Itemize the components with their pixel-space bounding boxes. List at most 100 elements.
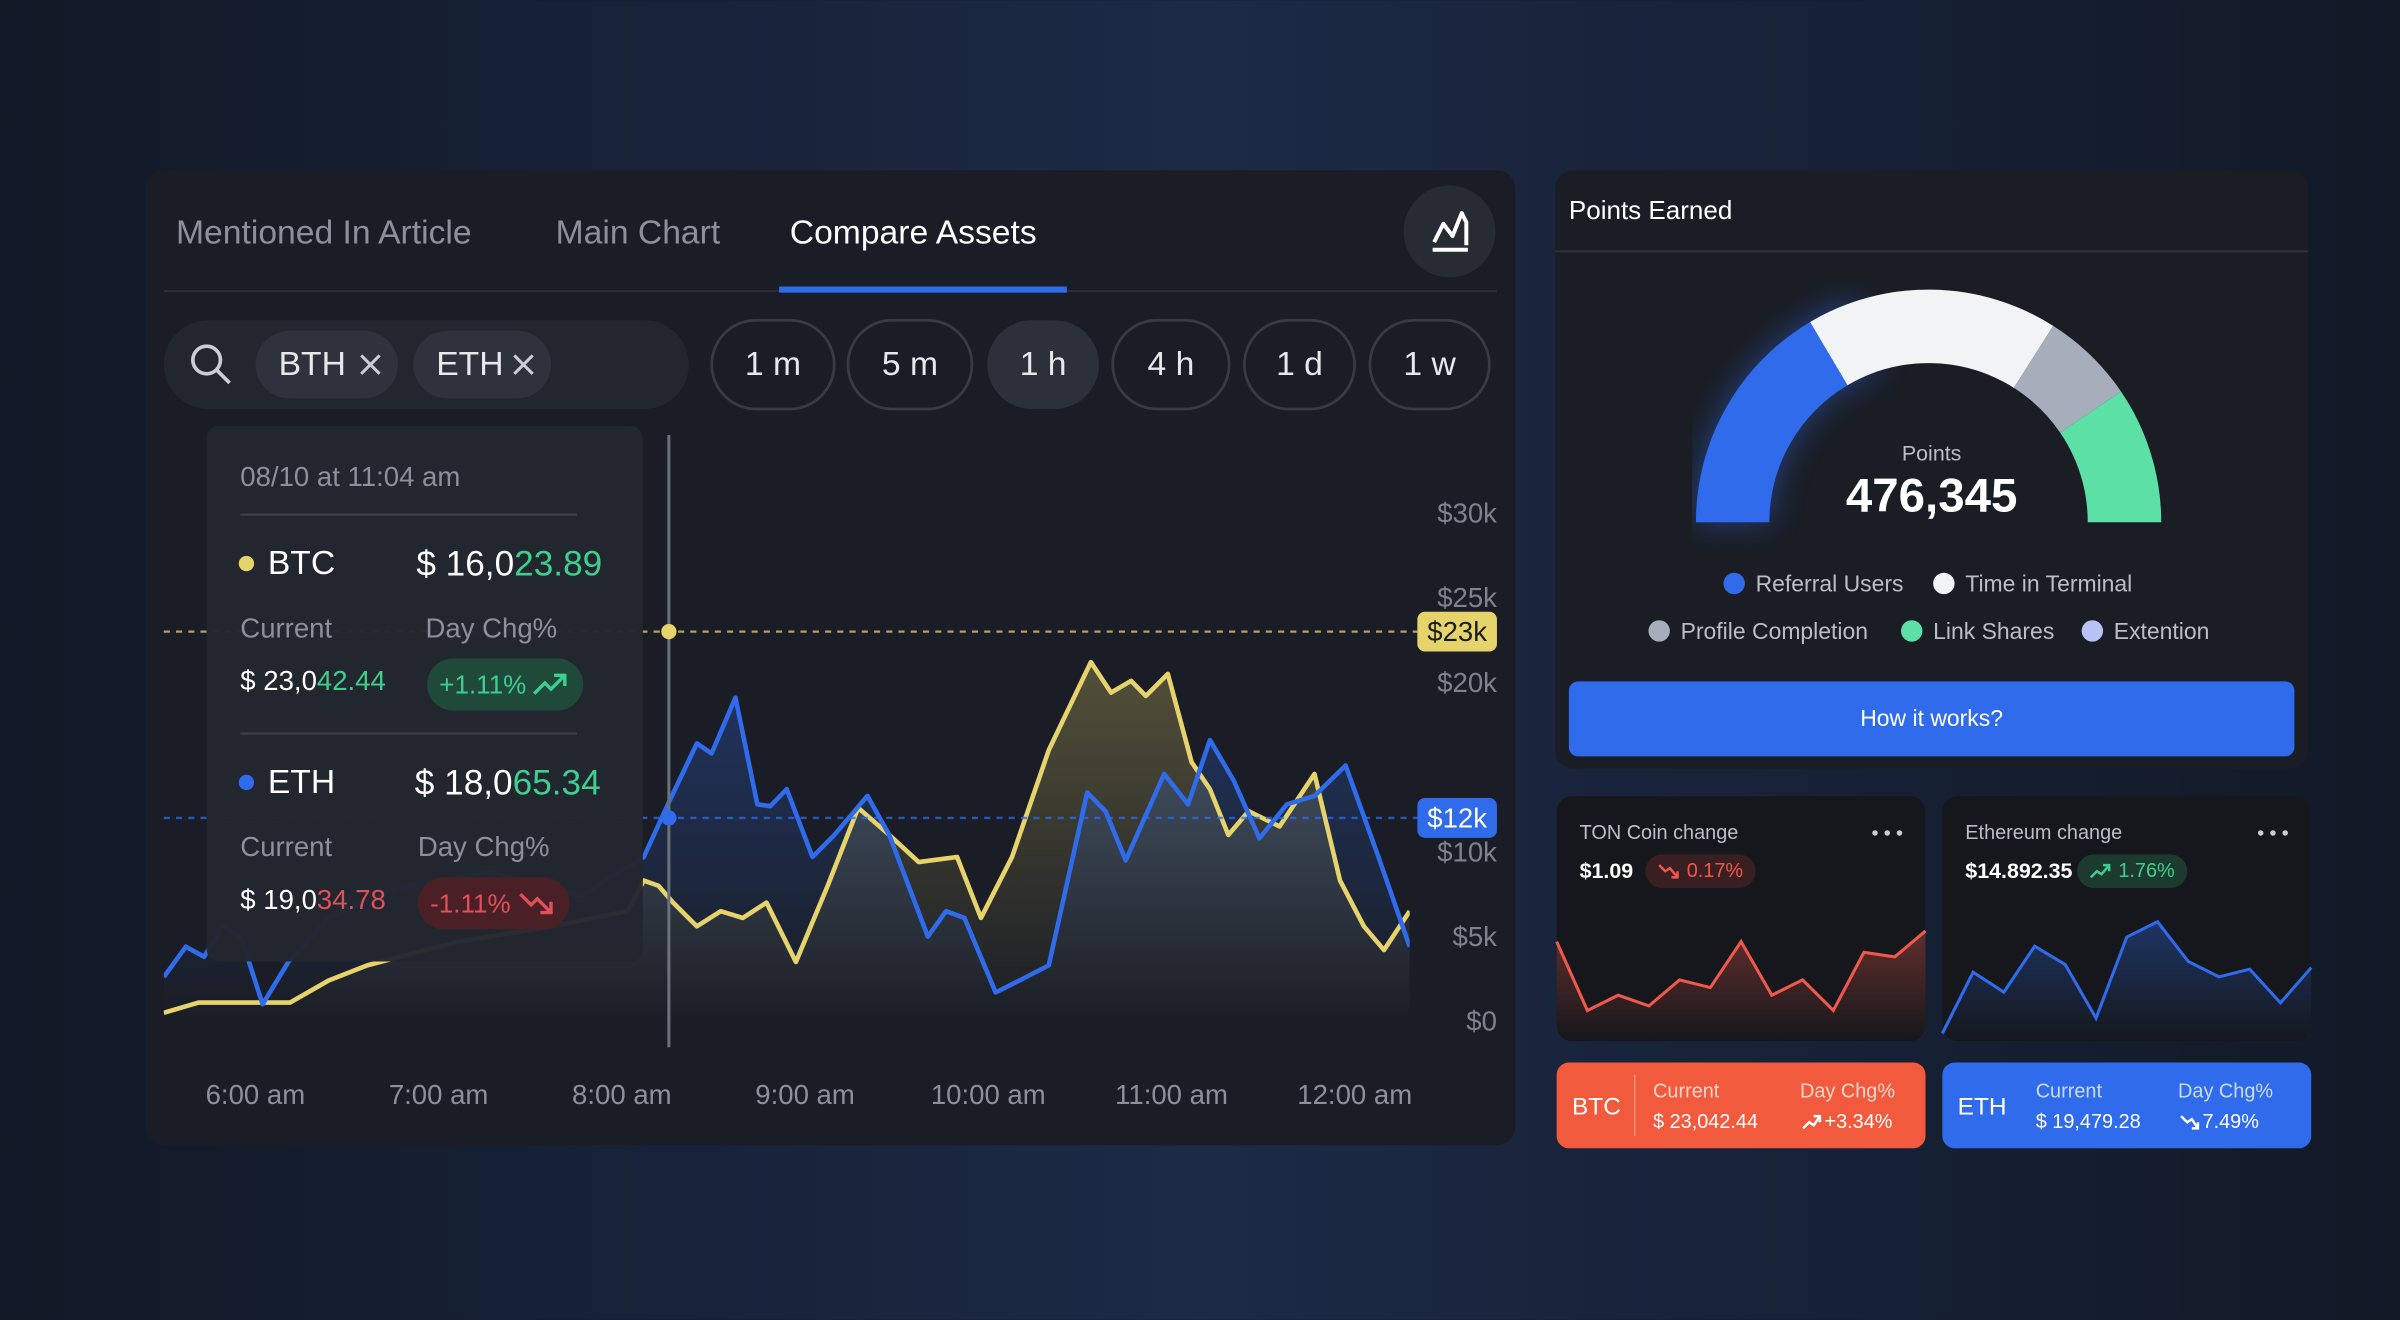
timeframe-label: 4 h xyxy=(1148,346,1195,383)
trend-arrow xyxy=(519,892,553,915)
hover-dot xyxy=(661,623,677,640)
timeframe-button[interactable]: 1 d xyxy=(1243,318,1356,411)
price-tag-bg xyxy=(1417,798,1497,838)
asset-price: $ 16,023.89 xyxy=(416,544,602,583)
change-label: Day Chg% xyxy=(1800,1081,1895,1103)
legend-label: Time in Terminal xyxy=(1965,570,2132,596)
timeframe-button[interactable]: 5 m xyxy=(846,318,974,411)
price-tag: $23k xyxy=(1427,616,1487,647)
y-tick-label: $0 xyxy=(1466,1006,1497,1037)
button-label: How it works? xyxy=(1860,705,2003,731)
active-tab-underline xyxy=(779,286,1067,293)
asset-card-bg xyxy=(1942,1062,2312,1149)
tooltip-bg xyxy=(206,425,643,962)
change-pill xyxy=(417,877,570,930)
sparkline-area xyxy=(1556,930,1926,1042)
more-dot[interactable] xyxy=(1872,830,1878,836)
gauge-segment xyxy=(1695,322,1849,524)
chip-close xyxy=(513,354,534,375)
asset-card[interactable]: BTC Current $ 23,042.44 Day Chg% +3.34% xyxy=(1556,1062,1926,1149)
legend-dot xyxy=(1901,620,1923,642)
timeframe-bg xyxy=(1368,318,1491,411)
asset-name: ETH xyxy=(268,764,335,801)
gauge-segment xyxy=(2013,325,2121,434)
change-value: -1.11% xyxy=(430,888,511,918)
current-value: $ 19,034.78 xyxy=(240,883,386,914)
timeframe-button[interactable]: 1 m xyxy=(710,318,836,411)
gauge-label: Points xyxy=(1902,441,1962,465)
trend-arrow xyxy=(2180,1115,2200,1130)
price-tag: $12k xyxy=(1427,802,1487,833)
change-label: Day Chg% xyxy=(418,831,550,862)
price-head: $ 18,0 xyxy=(415,763,513,802)
more-dot[interactable] xyxy=(2257,830,2264,836)
y-tick-label: $5k xyxy=(1453,921,1498,952)
chip-bg xyxy=(413,330,552,399)
trend-arrow xyxy=(1658,864,1679,879)
sparkline xyxy=(1940,919,2313,1035)
timeframe-label: 1 w xyxy=(1403,346,1456,383)
x-tick-label: 6:00 am xyxy=(206,1079,306,1110)
points-panel xyxy=(1555,170,2309,769)
timeframe-label: 1 h xyxy=(1020,346,1067,383)
price-tag-bg xyxy=(1417,611,1497,652)
asset-dot xyxy=(238,774,255,791)
change-pill xyxy=(1645,854,1756,889)
current-value: $ 23,042.44 xyxy=(240,664,386,695)
asset-symbol: BTC xyxy=(1572,1093,1621,1120)
current-head: $ 19,0 xyxy=(240,883,317,914)
chart-type-button[interactable] xyxy=(1403,185,1496,278)
trend-arrow xyxy=(532,673,567,695)
gauge-value: 476,345 xyxy=(1846,470,2017,523)
timeframe-button[interactable]: 4 h xyxy=(1111,318,1231,411)
timeframe-button[interactable]: 1 h xyxy=(987,320,1099,409)
price-tail: 23.89 xyxy=(514,544,602,583)
asset-dot xyxy=(238,555,255,572)
tab[interactable]: Compare Assets xyxy=(790,214,1037,251)
more-dot[interactable] xyxy=(2270,830,2276,836)
timeframe-label: 1 d xyxy=(1276,346,1323,383)
chip-label: BTH xyxy=(279,346,346,383)
current-value: $ 19,479.28 xyxy=(2036,1111,2141,1133)
how-it-works-button[interactable]: How it works? xyxy=(1568,681,2295,757)
asset-name: BTC xyxy=(268,545,335,582)
timeframe-button[interactable]: 1 w xyxy=(1368,318,1491,411)
legend-dot xyxy=(1723,572,1745,595)
y-tick-label: $10k xyxy=(1437,836,1497,867)
x-tick-label: 9:00 am xyxy=(755,1079,855,1110)
search-chip[interactable]: BTH xyxy=(255,330,398,399)
x-tick-label: 11:00 am xyxy=(1115,1079,1228,1110)
current-label: Current xyxy=(2036,1081,2103,1103)
price-head: $ 16,0 xyxy=(416,544,514,583)
change-value: +3.34% xyxy=(1824,1111,1892,1133)
sparkline-area xyxy=(1942,921,2312,1042)
tooltip-date: 08/10 at 11:04 am xyxy=(240,461,460,492)
current-head: $ 23,0 xyxy=(240,664,317,695)
x-tick-label: 7:00 am xyxy=(389,1079,489,1110)
change-value: 0.17% xyxy=(1687,860,1743,882)
hover-dot xyxy=(661,810,677,826)
tab[interactable]: Main Chart xyxy=(556,214,721,251)
price-tail: 65.34 xyxy=(513,763,601,802)
chip-bg xyxy=(255,330,398,399)
x-tick-label: 8:00 am xyxy=(572,1079,672,1110)
search-chip[interactable]: ETH xyxy=(413,330,552,399)
legend-dot xyxy=(1648,620,1670,642)
more-dot[interactable] xyxy=(1884,830,1890,836)
timeframe-label: 1 m xyxy=(745,346,801,383)
more-dot[interactable] xyxy=(1896,830,1903,836)
search-icon xyxy=(191,344,231,385)
more-dot[interactable] xyxy=(2282,830,2288,836)
cards: TON Coin change $1.09 0.17% Ethereum change… xyxy=(1555,796,2313,1149)
chip-label: ETH xyxy=(436,346,503,383)
legend-label: Profile Completion xyxy=(1681,618,1868,644)
current-label: Current xyxy=(240,831,332,862)
timeframe-bg xyxy=(710,318,836,411)
current-tail: 42.44 xyxy=(317,664,386,695)
asset-card[interactable]: ETH Current $ 19,479.28 Day Chg% 7.49% xyxy=(1942,1062,2312,1149)
chip-close xyxy=(360,354,381,375)
legend-label: Extention xyxy=(2114,618,2210,644)
tab[interactable]: Mentioned In Article xyxy=(176,214,472,251)
panel-title: Points Earned xyxy=(1569,195,1732,225)
